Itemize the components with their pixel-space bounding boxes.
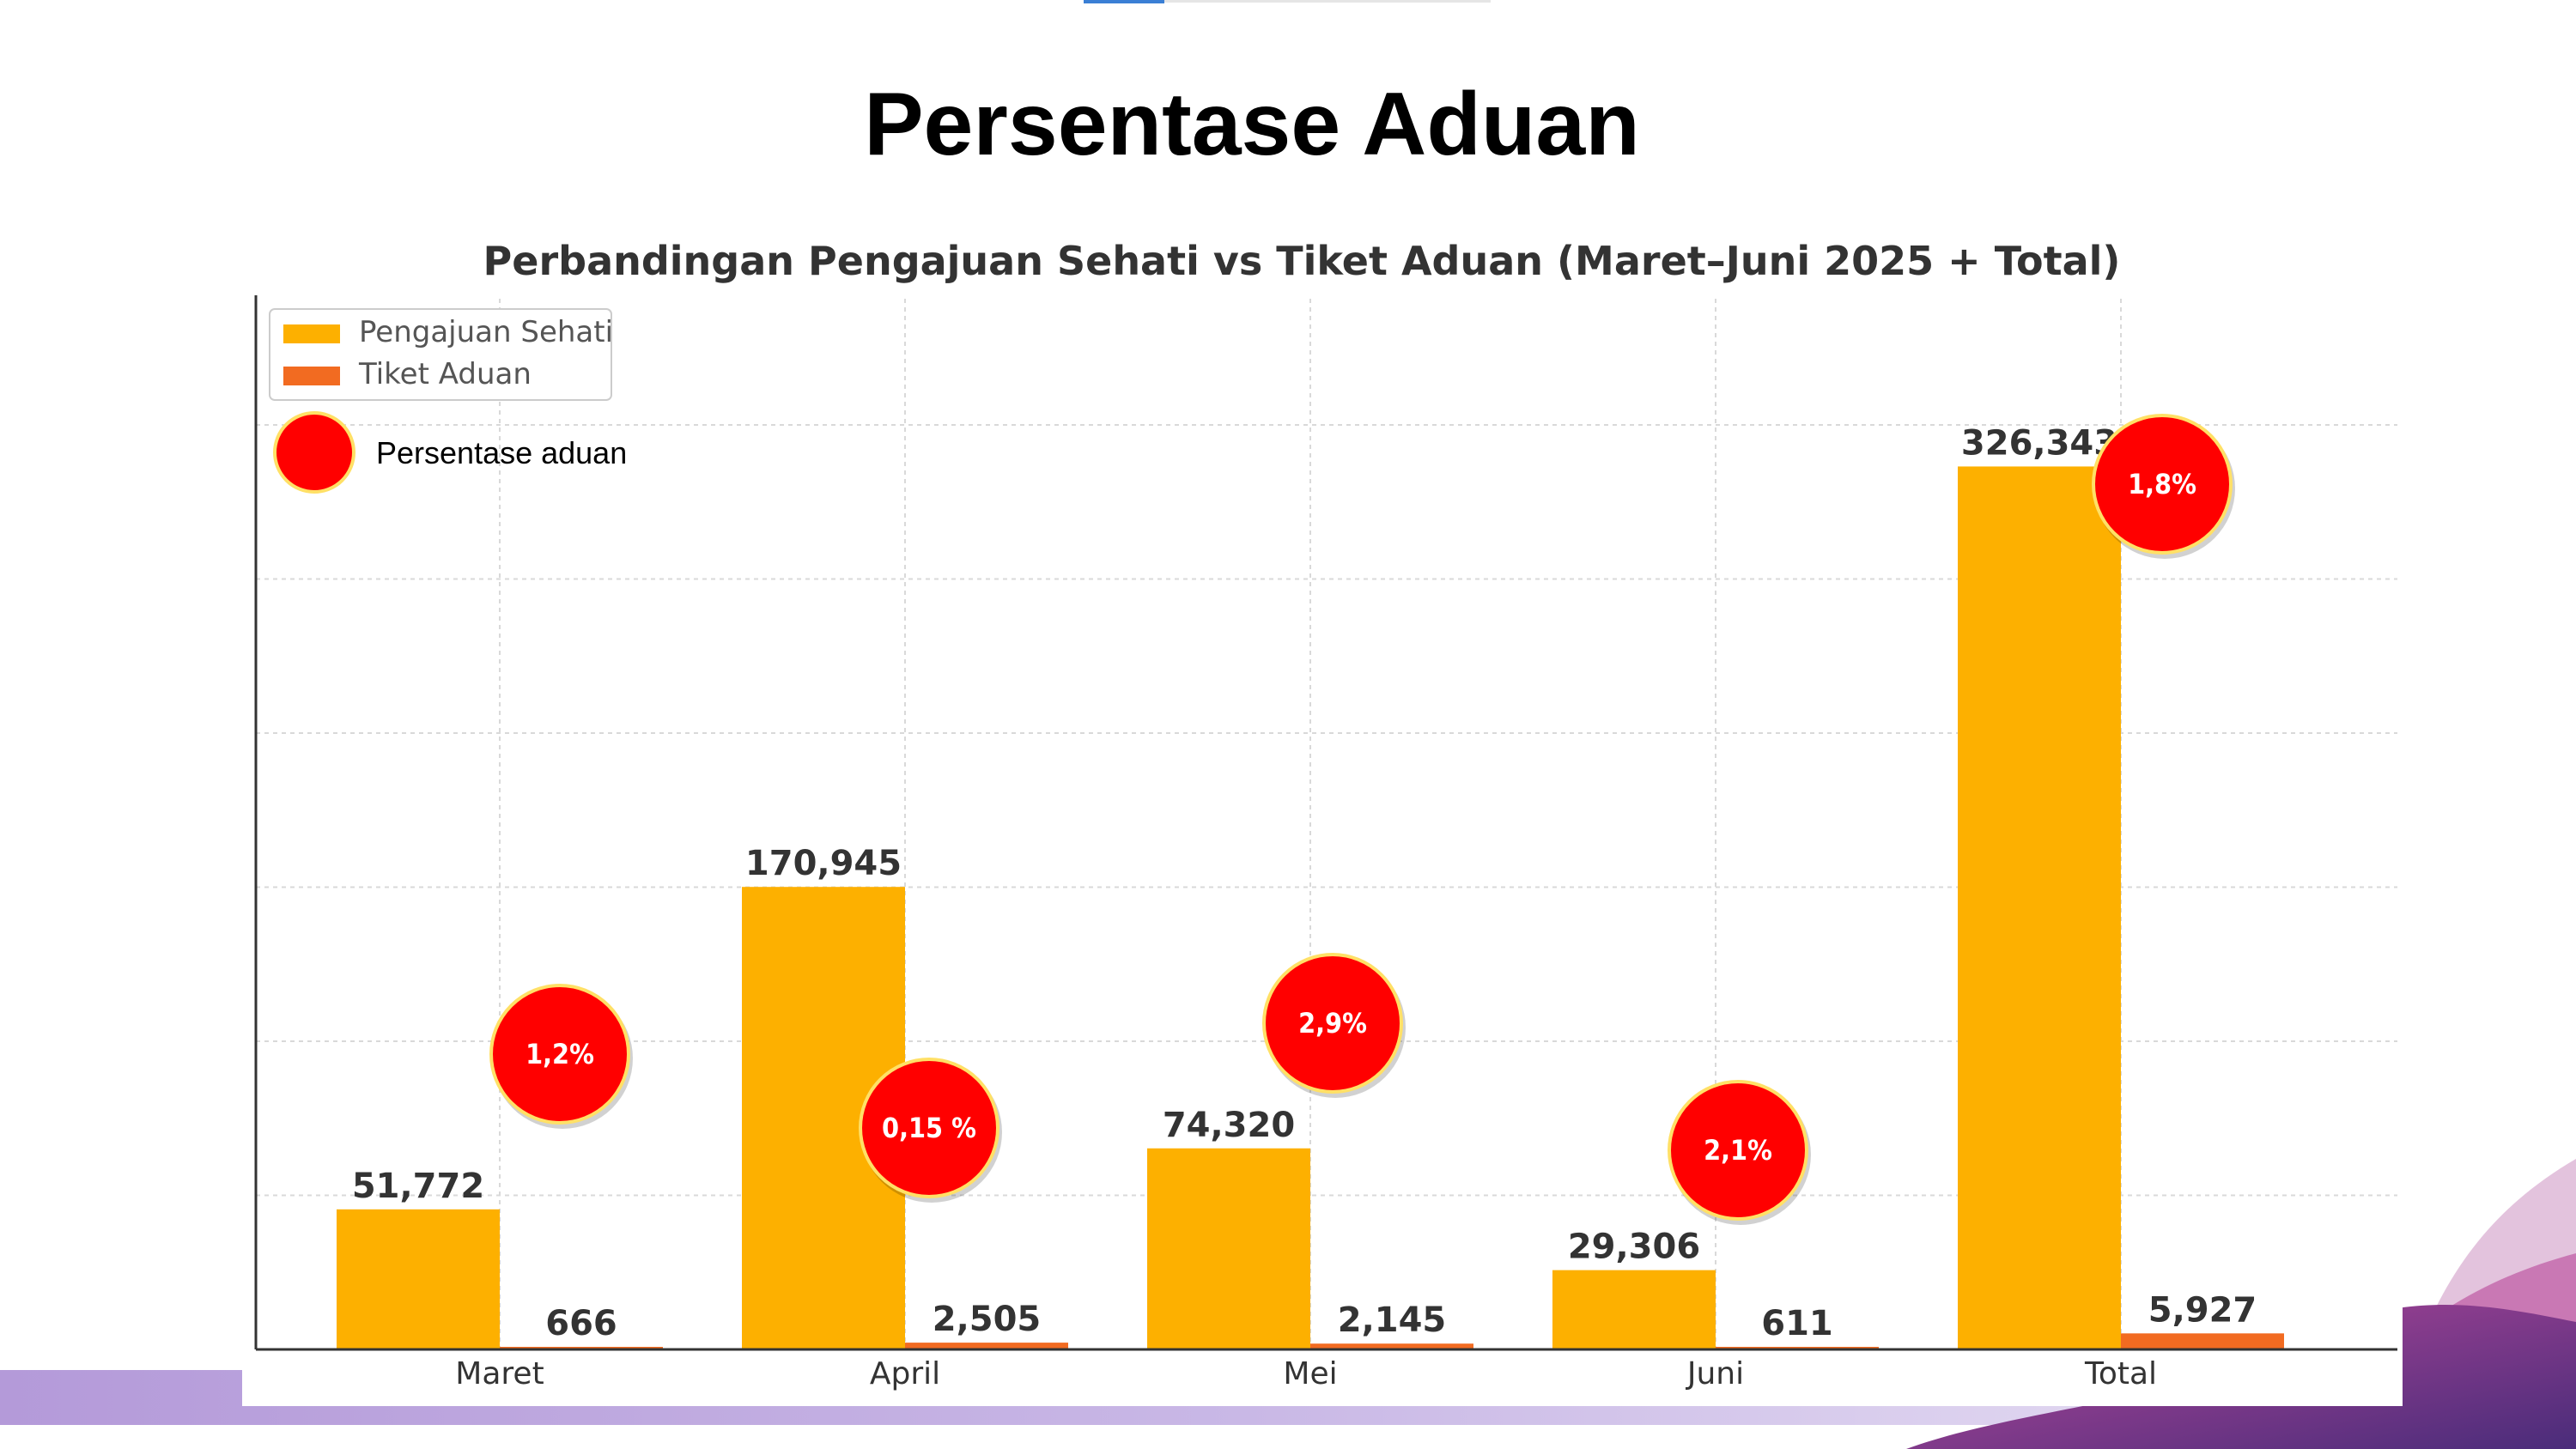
bar-value-labels: 51,772 170,945 74,320 29,306 326,343 666 2,505… xyxy=(352,423,2257,1343)
bar-tiket-april xyxy=(905,1343,1068,1349)
bar-tiket-mei xyxy=(1310,1343,1473,1349)
badge-text: 2,1% xyxy=(1704,1134,1772,1167)
badge-circle xyxy=(859,1058,999,1198)
bar-pengajuan-maret xyxy=(337,1209,500,1349)
value-label-tiket: 611 xyxy=(1761,1304,1833,1343)
axes: Maret April Mei Juni Total xyxy=(254,295,2397,1391)
chart-panel: Perbandingan Pengajuan Sehati vs Tiket A… xyxy=(242,213,2403,1406)
percent-badge-maret: 1,2% xyxy=(489,984,633,1129)
bar-pengajuan-total xyxy=(1958,466,2121,1349)
chart-title: Perbandingan Pengajuan Sehati vs Tiket A… xyxy=(483,238,2121,284)
legend-swatch-pengajuan xyxy=(283,324,340,343)
legend-label-pengajuan: Pengajuan Sehati xyxy=(359,315,613,349)
value-label-tiket: 2,505 xyxy=(933,1300,1042,1339)
x-tick-label: Maret xyxy=(455,1356,544,1391)
top-accent-bar xyxy=(1084,0,1164,3)
badge-text: 0,15 % xyxy=(882,1112,976,1144)
value-label-tiket: 5,927 xyxy=(2148,1290,2257,1330)
legend-frame xyxy=(269,308,612,401)
percent-badge-total: 1,8% xyxy=(2092,414,2235,559)
legend: Pengajuan Sehati Tiket Aduan Persentase … xyxy=(269,308,627,494)
bar-pengajuan-juni xyxy=(1552,1270,1716,1349)
value-label-pengajuan: 326,343 xyxy=(1961,423,2117,463)
x-tick-label: April xyxy=(870,1356,940,1391)
value-label-tiket: 666 xyxy=(545,1304,617,1343)
percent-badges: 1,2% 0,15 % 2,9% 2,1% 1,8% xyxy=(489,414,2235,1225)
x-tick-label: Juni xyxy=(1686,1356,1744,1391)
badge-text: 1,2% xyxy=(526,1038,594,1070)
x-tick-label: Total xyxy=(2084,1356,2157,1391)
legend-badge-swatch xyxy=(273,411,355,494)
x-tick-label: Mei xyxy=(1283,1356,1337,1391)
legend-label-persentase: Persentase aduan xyxy=(376,435,627,470)
badge-text: 1,8% xyxy=(2128,468,2196,500)
legend-label-tiket: Tiket Aduan xyxy=(358,357,532,391)
bars xyxy=(337,466,2284,1349)
top-accent-line xyxy=(1164,0,1491,3)
bar-tiket-total xyxy=(2121,1333,2284,1349)
badge-circle xyxy=(489,984,630,1125)
percent-badge-juni: 2,1% xyxy=(1668,1080,1811,1225)
value-label-tiket: 2,145 xyxy=(1338,1300,1447,1340)
badge-circle xyxy=(2092,414,2233,555)
badge-circle xyxy=(1668,1080,1808,1221)
value-label-pengajuan: 29,306 xyxy=(1568,1228,1700,1267)
badge-text: 2,9% xyxy=(1298,1007,1367,1040)
value-label-pengajuan: 74,320 xyxy=(1163,1106,1295,1145)
bar-chart: Perbandingan Pengajuan Sehati vs Tiket A… xyxy=(254,238,2397,1391)
value-label-pengajuan: 51,772 xyxy=(352,1167,484,1206)
slide-title: Persentase Aduan xyxy=(864,75,1640,174)
legend-swatch-tiket xyxy=(283,367,340,385)
badge-circle xyxy=(1262,953,1403,1094)
percent-badge-april: 0,15 % xyxy=(859,1058,1002,1203)
value-label-pengajuan: 170,945 xyxy=(745,844,902,883)
percent-badge-mei: 2,9% xyxy=(1262,953,1406,1098)
bar-pengajuan-mei xyxy=(1147,1148,1310,1349)
